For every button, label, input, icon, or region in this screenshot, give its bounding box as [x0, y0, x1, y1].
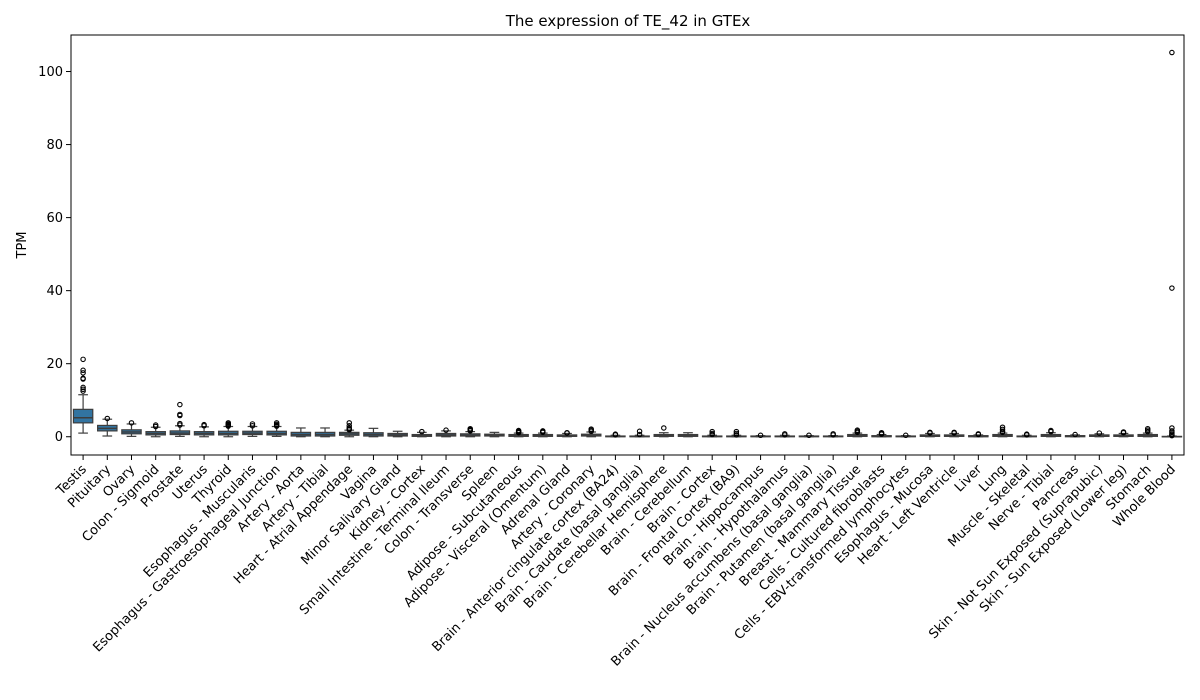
outlier-point	[902, 432, 909, 439]
outlier-point	[80, 375, 86, 382]
outlier-point	[709, 428, 715, 435]
y-tick-label: 20	[46, 357, 63, 372]
outlier-point	[346, 420, 352, 426]
y-tick-label: 0	[55, 430, 63, 445]
chart-title: The expression of TE_42 in GTEx	[505, 12, 751, 31]
outlier-point	[104, 415, 111, 422]
outlier-point	[636, 431, 643, 438]
outlier-point	[1169, 428, 1175, 434]
box	[72, 408, 94, 424]
y-tick-label: 40	[46, 284, 63, 299]
outlier-point	[564, 429, 570, 436]
outlier-point	[878, 429, 885, 436]
outlier-point	[80, 370, 86, 376]
outlier-point	[346, 423, 352, 429]
outlier-point	[128, 420, 135, 426]
outlier-point	[273, 420, 280, 426]
outlier-point	[540, 428, 546, 434]
outlier-point	[419, 428, 425, 435]
outlier-point	[467, 425, 473, 432]
outlier-point	[927, 429, 933, 436]
outlier-point	[612, 431, 619, 437]
outlier-point	[1169, 285, 1175, 291]
outlier-point	[515, 427, 522, 434]
outlier-point	[346, 425, 352, 431]
outlier-point	[636, 428, 643, 435]
outlier-point	[854, 427, 861, 433]
y-tick-label: 100	[38, 65, 63, 80]
outlier-point	[80, 388, 86, 394]
outlier-point	[661, 425, 667, 431]
outlier-point	[201, 421, 207, 428]
outlier-point	[443, 427, 449, 433]
outlier-point	[80, 356, 86, 363]
outlier-point	[588, 426, 594, 432]
outlier-point	[733, 430, 740, 437]
outlier-point	[830, 431, 836, 437]
outlier-point	[80, 386, 86, 393]
outlier-point	[1048, 427, 1054, 434]
outlier-point	[177, 420, 183, 427]
outlier-point	[177, 401, 183, 408]
outlier-point	[733, 428, 740, 435]
y-axis-label: TPM	[15, 232, 30, 260]
outlier-point	[806, 432, 812, 439]
outlier-point	[1144, 425, 1151, 432]
outlier-point	[225, 420, 232, 426]
outlier-point	[782, 431, 788, 437]
outlier-point	[80, 384, 86, 391]
outlier-point	[709, 430, 715, 437]
outlier-point	[999, 426, 1006, 433]
outlier-point	[1120, 429, 1127, 435]
outlier-point	[249, 423, 256, 429]
outlier-point	[1169, 49, 1175, 56]
y-tick-label: 60	[46, 211, 63, 226]
outlier-point	[1169, 425, 1175, 431]
plot-frame	[70, 34, 1185, 456]
outlier-point	[757, 432, 764, 439]
outlier-point	[1023, 431, 1030, 437]
outlier-point	[152, 422, 159, 428]
outlier-point	[975, 431, 982, 437]
outlier-point	[1072, 431, 1078, 438]
outlier-point	[249, 421, 256, 427]
outlier-point	[999, 424, 1006, 430]
outlier-point	[80, 367, 86, 374]
outlier-point	[177, 411, 183, 418]
outlier-point	[1096, 430, 1103, 436]
outlier-point	[951, 429, 957, 436]
y-tick-label: 80	[46, 138, 63, 153]
